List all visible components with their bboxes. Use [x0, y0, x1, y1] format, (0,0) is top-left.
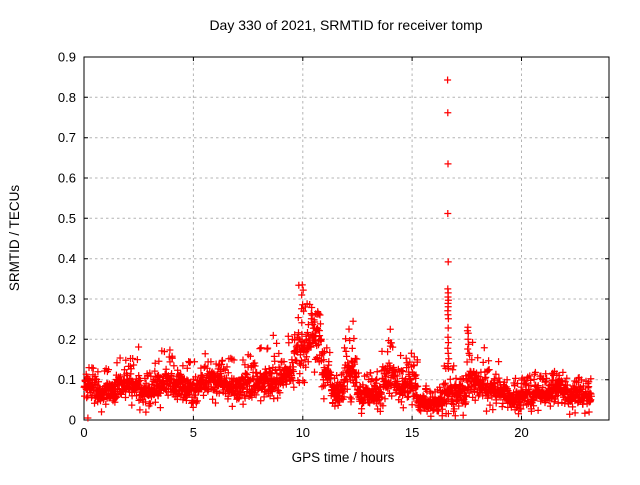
y-tick-label: 0.9 — [58, 50, 76, 65]
x-tick-label: 5 — [190, 425, 197, 440]
y-tick-label: 0.2 — [58, 332, 76, 347]
y-tick-label: 0.6 — [58, 171, 76, 186]
y-tick-label: 0.1 — [58, 372, 76, 387]
x-tick-label: 0 — [80, 425, 87, 440]
x-tick-label: 10 — [296, 425, 310, 440]
x-axis-label: GPS time / hours — [292, 450, 395, 465]
x-tick-label: 15 — [405, 425, 419, 440]
plot-area: 0 5 10 15 20 0 0.1 0.2 0.3 0.4 0.5 0.6 0.7 0.8 0.9 — [58, 50, 610, 440]
y-tick-label: 0.4 — [58, 251, 76, 266]
y-tick-label: 0.8 — [58, 90, 76, 105]
y-tick-label: 0 — [69, 413, 76, 428]
x-tick-label: 20 — [514, 425, 528, 440]
data-points — [80, 76, 595, 422]
y-tick-label: 0.7 — [58, 130, 76, 145]
y-tick-label: 0.5 — [58, 211, 76, 226]
y-tick-label: 0.3 — [58, 292, 76, 307]
plot-frame — [83, 56, 610, 421]
chart-title: Day 330 of 2021, SRMTID for receiver tom… — [209, 17, 482, 33]
y-axis-label: SRMTID / TECUs — [7, 185, 22, 292]
grid-lines — [84, 57, 609, 420]
